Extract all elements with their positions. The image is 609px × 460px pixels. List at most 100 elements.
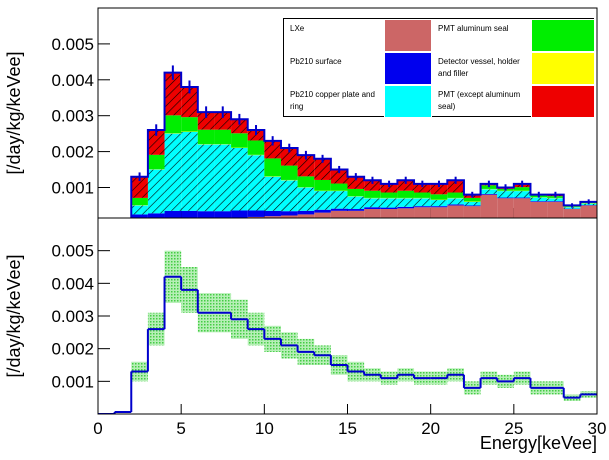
stack-segment <box>547 201 564 218</box>
stack-segment <box>330 210 348 218</box>
stack-segment <box>347 176 365 189</box>
stack-segment <box>480 193 498 195</box>
legend-swatch <box>531 85 595 118</box>
stack-segment <box>430 183 448 195</box>
stack-segment <box>513 198 531 218</box>
legend-swatch <box>384 52 432 85</box>
stack-segment <box>164 133 182 211</box>
stack-segment <box>530 201 548 202</box>
stack-segment <box>214 144 232 212</box>
stack-segment <box>513 187 531 191</box>
x-tick-label: 20 <box>421 419 440 438</box>
legend-label: Pb210 surface <box>290 57 342 66</box>
stack-segment <box>297 176 315 188</box>
stack-segment <box>397 208 415 218</box>
plot-area <box>98 250 597 414</box>
stack-segment <box>131 214 148 218</box>
x-tick-label: 5 <box>176 419 185 438</box>
stack-segment <box>364 209 381 218</box>
legend-swatch <box>531 19 595 52</box>
stack-segment <box>347 209 365 211</box>
stack-segment <box>330 183 348 191</box>
legend-label: Pb210 copper plate and ring <box>290 90 375 111</box>
stack-segment <box>414 198 431 207</box>
y-tick-label: 0.003 <box>51 307 94 326</box>
stack-segment <box>264 140 281 159</box>
stack-segment <box>497 191 514 198</box>
y-tick-label: 0.005 <box>51 242 94 261</box>
stack-segment <box>314 158 331 180</box>
stack-segment <box>181 210 198 218</box>
stack-segment <box>131 197 148 206</box>
stack-segment <box>181 131 198 211</box>
stack-segment <box>397 198 415 207</box>
total-outline <box>130 71 597 218</box>
legend-swatch <box>384 19 432 52</box>
y-tick-label: 0.004 <box>51 71 94 90</box>
stack-segment <box>181 117 198 132</box>
stack-segment <box>280 180 298 212</box>
stack-segment <box>547 198 564 202</box>
stack-segment <box>563 207 581 209</box>
stack-segment <box>147 213 165 218</box>
y-axis-title: [/day/kg/keVee] <box>4 51 24 174</box>
stack-segment <box>197 211 215 218</box>
stack-segment <box>297 187 315 211</box>
stack-segment <box>197 112 215 130</box>
x-tick-label: 15 <box>338 419 357 438</box>
stack-segment <box>414 183 431 193</box>
stack-segment <box>164 115 182 134</box>
stack-segment <box>463 197 481 202</box>
stack-segment <box>447 205 464 218</box>
stack-segment <box>264 210 281 217</box>
stack-segment <box>547 201 564 202</box>
legend-label: PMT (except aluminum seal) <box>438 90 521 111</box>
stack-segment <box>247 130 265 141</box>
stack-segment <box>430 194 448 200</box>
stack-segment <box>330 169 348 184</box>
stack-segment <box>397 206 415 209</box>
y-tick-label: 0.001 <box>51 372 94 391</box>
stack-segment <box>147 154 165 170</box>
stack-segment <box>314 209 331 213</box>
stack-segment <box>447 180 464 193</box>
stack-segment <box>197 144 215 212</box>
stack-segment <box>247 210 265 217</box>
stack-segment <box>414 206 431 208</box>
x-axis-title: Energy[keVee] <box>480 433 597 453</box>
stack-segment <box>214 218 231 223</box>
stack-segment <box>214 129 232 145</box>
stack-segment <box>330 208 348 211</box>
x-tick-label: 25 <box>504 419 523 438</box>
legend-swatch <box>384 85 432 118</box>
stack-segment <box>380 183 398 193</box>
stack-segment <box>513 197 531 199</box>
stack-segment <box>147 169 165 214</box>
plot-area <box>115 65 597 223</box>
stack-segment <box>430 206 448 208</box>
x-tick-label: 0 <box>93 419 102 438</box>
stack-segment <box>198 219 215 223</box>
stack-segment <box>197 129 215 145</box>
stack-segment <box>463 205 481 207</box>
stack-segment <box>364 198 381 208</box>
stack-segment <box>480 194 498 218</box>
stack-segment <box>115 221 132 222</box>
stack-segment <box>380 207 398 210</box>
stack-segment <box>463 206 481 218</box>
stack-segment <box>580 205 597 218</box>
y-tick-label: 0.002 <box>51 143 94 162</box>
y-tick-label: 0.003 <box>51 107 94 126</box>
y-axis-title: [/day/kg/keVee] <box>4 254 24 377</box>
stack-segment <box>380 209 398 218</box>
stack-segment <box>463 201 481 206</box>
stack-segment <box>247 216 265 218</box>
stack-segment <box>214 112 232 130</box>
stack-segment <box>231 119 248 134</box>
stack-segment <box>164 72 182 116</box>
stack-segment <box>414 207 431 218</box>
stack-segment <box>314 191 331 210</box>
stack-segment <box>414 192 431 198</box>
stack-segment <box>264 216 281 218</box>
